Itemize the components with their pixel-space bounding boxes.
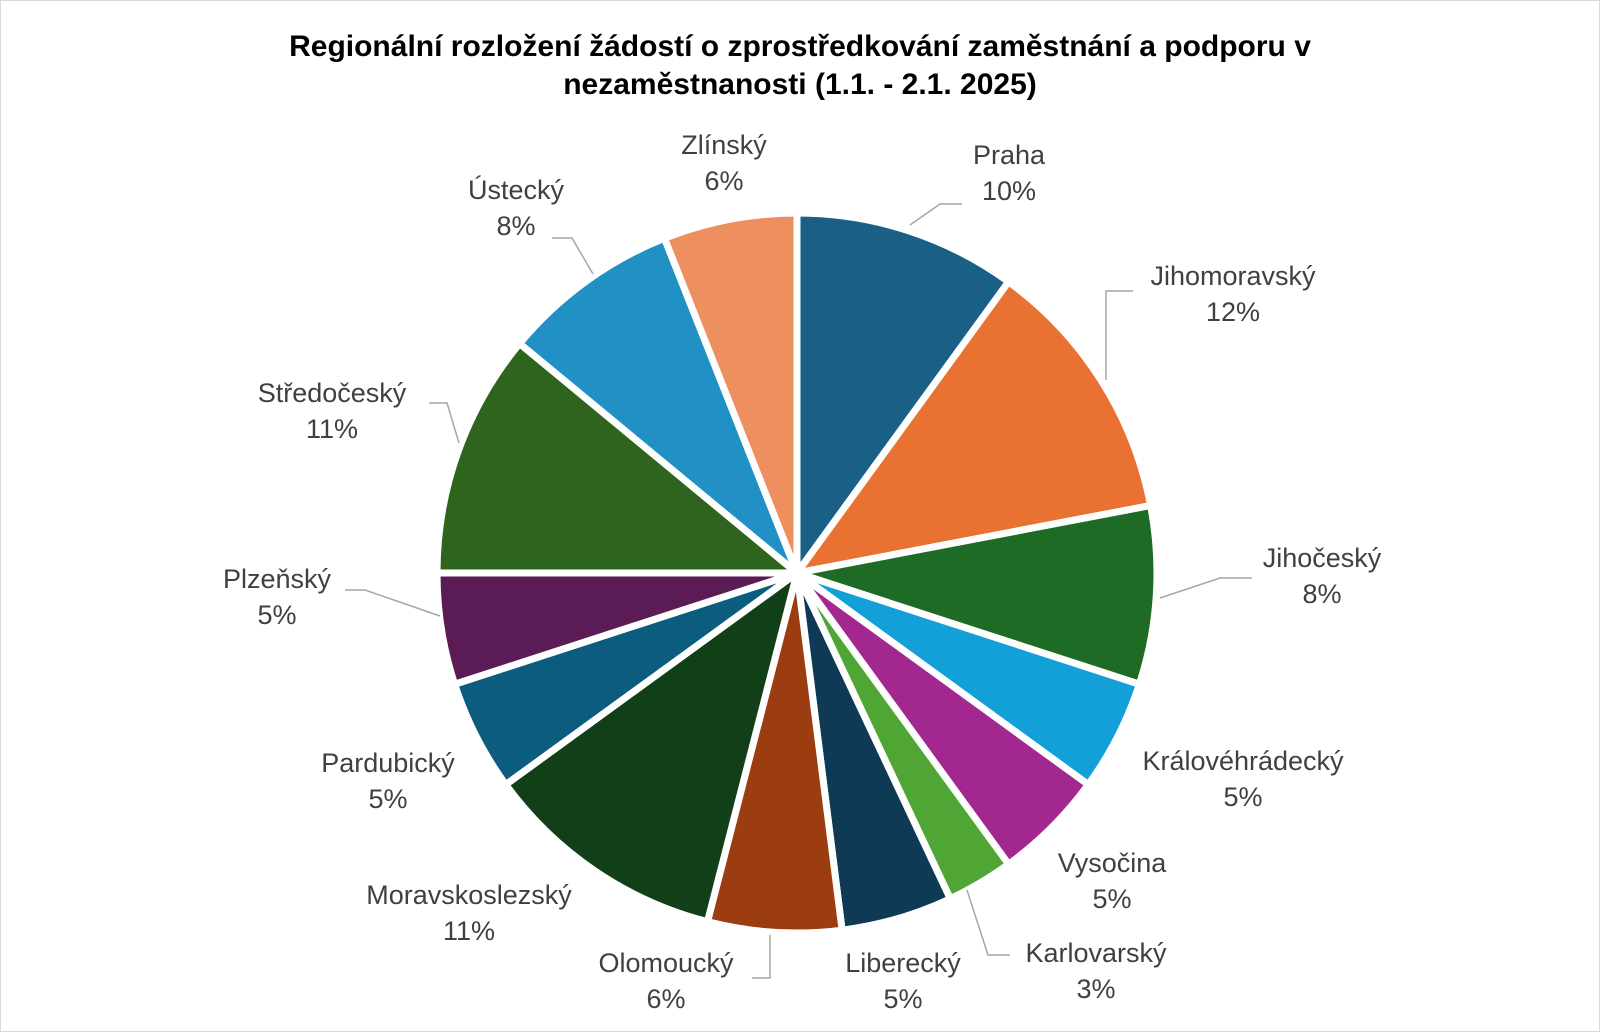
- slice-label-name-8: Olomoucký: [598, 948, 734, 978]
- slice-label-value-4: 5%: [1223, 782, 1262, 812]
- leader-line-1: [909, 203, 962, 226]
- slice-label-name-10: Pardubický: [321, 748, 455, 778]
- leader-line-6: [966, 889, 1010, 956]
- pie-slice-3: [793, 502, 1161, 688]
- slice-label-name-1: Praha: [973, 140, 1046, 170]
- slice-label-value-13: 8%: [496, 211, 535, 241]
- slice-label-value-1: 10%: [982, 176, 1036, 206]
- slice-labels: Praha 10% Jihomoravský 12% Jihočeský 8% Králov…: [223, 130, 1382, 1014]
- pie-slice-12: [433, 340, 801, 577]
- pie-slice-1: [793, 209, 1013, 577]
- leader-line-8: [752, 935, 771, 979]
- slice-label-name-4: Královéhrádecký: [1142, 746, 1344, 776]
- slice-label-value-2: 12%: [1206, 297, 1260, 327]
- slice-label-name-7: Liberecký: [845, 948, 961, 978]
- slice-label-name-2: Jihomoravský: [1150, 261, 1316, 291]
- slice-label-name-3: Jihočeský: [1263, 543, 1382, 573]
- pie-slice-14: [660, 209, 801, 577]
- slice-label-value-14: 6%: [704, 166, 743, 196]
- pie-slice-13: [516, 234, 801, 577]
- slice-label-name-11: Plzeňský: [223, 564, 332, 594]
- slice-label-value-6: 3%: [1076, 974, 1115, 1004]
- leader-line-12: [429, 402, 460, 444]
- leader-line-13: [552, 237, 594, 275]
- slice-label-value-7: 5%: [883, 984, 922, 1014]
- slice-label-value-9: 11%: [443, 916, 495, 946]
- slice-label-value-8: 6%: [646, 984, 685, 1014]
- slice-label-value-11: 5%: [257, 600, 296, 630]
- slice-label-name-12: Středočeský: [258, 378, 407, 408]
- slice-label-value-3: 8%: [1302, 579, 1341, 609]
- pie-slices: [433, 209, 1161, 937]
- pie-slice-2: [793, 278, 1155, 577]
- slice-label-value-12: 11%: [306, 414, 358, 444]
- chart-title: Regionální rozložení žádostí o zprostřed…: [0, 28, 1600, 104]
- chart-title-line-1: Regionální rozložení žádostí o zprostřed…: [289, 30, 1311, 63]
- slice-label-name-6: Karlovarský: [1025, 938, 1167, 968]
- chart-title-line-2: nezaměstnanosti (1.1. - 2.1. 2025): [563, 68, 1037, 101]
- leader-lines: [345, 203, 1252, 979]
- slice-label-value-5: 5%: [1092, 884, 1131, 914]
- leader-line-11: [345, 589, 441, 617]
- slice-label-name-5: Vysočina: [1058, 848, 1168, 878]
- slice-label-name-14: Zlínský: [681, 130, 767, 160]
- pie-slice-9: [502, 569, 801, 926]
- slice-label-name-13: Ústecký: [468, 174, 565, 205]
- slice-label-value-10: 5%: [368, 784, 407, 814]
- leader-line-2: [1105, 290, 1133, 380]
- slice-label-name-9: Moravskoslezský: [366, 880, 572, 910]
- leader-line-3: [1159, 577, 1252, 599]
